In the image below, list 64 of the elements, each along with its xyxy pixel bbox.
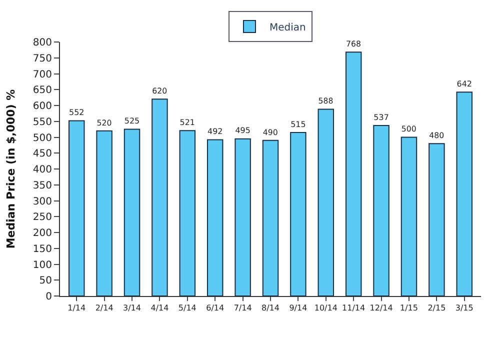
x-tick-label: 3/15 xyxy=(455,304,474,313)
x-tick-label: 5/14 xyxy=(178,304,196,313)
bar xyxy=(400,136,418,296)
bar xyxy=(290,132,306,296)
bar xyxy=(318,108,334,296)
y-tick-label: 0 xyxy=(46,292,52,302)
data-label: 642 xyxy=(456,80,472,88)
y-tick-label: 750 xyxy=(32,53,52,64)
x-tick-label: 2/14 xyxy=(95,304,114,313)
bar xyxy=(234,138,251,296)
y-tick-label: 50 xyxy=(39,276,52,287)
data-label: 515 xyxy=(290,120,306,129)
x-tick-label: 2/15 xyxy=(428,304,446,313)
y-tick-label: 450 xyxy=(32,148,52,160)
data-label: 525 xyxy=(124,116,140,126)
data-label: 492 xyxy=(207,127,223,136)
bar xyxy=(373,125,390,296)
y-tick-label: 700 xyxy=(32,69,52,80)
bar xyxy=(456,92,472,296)
y-tick-label: 300 xyxy=(32,196,52,208)
x-tick-label: 12/14 xyxy=(370,304,393,313)
y-tick-label: 400 xyxy=(32,164,52,176)
y-tick-label: 650 xyxy=(32,85,52,96)
bar xyxy=(152,98,168,296)
data-label: 520 xyxy=(96,118,112,128)
data-label: 500 xyxy=(401,124,416,134)
x-tick-label: 11/14 xyxy=(342,304,366,313)
x-tick-label: 9/14 xyxy=(289,304,308,313)
y-tick-label: 500 xyxy=(32,132,52,144)
bar xyxy=(179,130,196,296)
x-tick-label: 1/14 xyxy=(68,304,86,313)
y-tick-label: 800 xyxy=(32,38,52,48)
bar xyxy=(262,140,279,296)
bar xyxy=(68,120,85,296)
bar xyxy=(345,52,362,296)
bar xyxy=(96,130,112,296)
x-tick-label: 10/14 xyxy=(314,304,338,313)
y-axis-title: Median Price (in $,000) % xyxy=(4,89,18,249)
legend-label: Median xyxy=(270,22,306,34)
bar xyxy=(206,139,224,296)
y-tick-label: 350 xyxy=(32,180,52,192)
x-tick-label: 7/14 xyxy=(234,304,252,313)
data-label: 552 xyxy=(69,108,84,118)
y-tick-label: 250 xyxy=(32,212,52,224)
data-label: 768 xyxy=(346,40,361,49)
x-tick-label: 1/15 xyxy=(400,304,418,313)
y-tick-label: 550 xyxy=(32,116,52,128)
data-label: 588 xyxy=(318,96,334,106)
bar xyxy=(124,128,140,296)
bar xyxy=(428,143,445,296)
y-tick-label: 600 xyxy=(32,101,52,112)
data-label: 480 xyxy=(429,130,444,140)
x-tick-label: 6/14 xyxy=(206,304,224,313)
x-tick-label: 4/14 xyxy=(150,304,169,313)
data-label: 495 xyxy=(235,126,250,136)
data-label: 521 xyxy=(180,118,196,127)
data-label: 537 xyxy=(374,112,389,122)
data-label: 620 xyxy=(152,86,168,96)
y-tick-label: 100 xyxy=(32,260,52,271)
x-tick-label: 8/14 xyxy=(262,304,280,313)
data-label: 490 xyxy=(262,128,278,137)
y-tick-label: 150 xyxy=(32,244,52,255)
y-tick-label: 200 xyxy=(32,228,52,239)
x-tick-label: 3/14 xyxy=(123,304,141,313)
